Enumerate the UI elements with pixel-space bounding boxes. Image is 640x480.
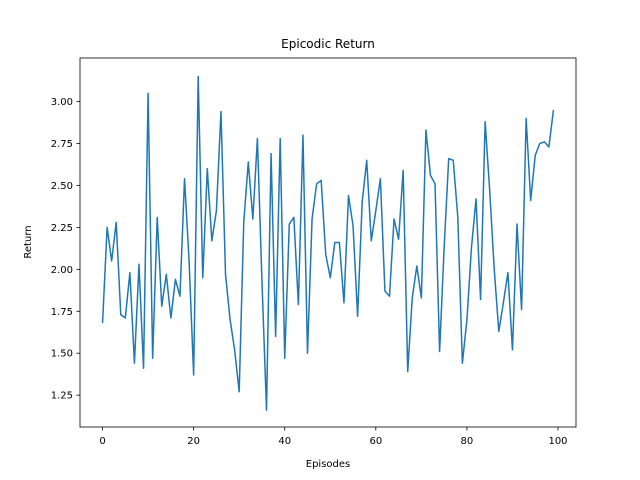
x-axis-ticks: 0 20 40 60 80 100 <box>99 427 568 447</box>
chart-title: Epicodic Return <box>281 37 375 51</box>
x-tick-label: 80 <box>461 436 474 447</box>
x-tick-label: 20 <box>187 436 200 447</box>
plot-area <box>79 57 577 428</box>
x-tick-label: 0 <box>99 436 105 447</box>
y-tick-label: 3.00 <box>51 97 73 108</box>
y-axis-label: Return <box>23 225 34 258</box>
y-tick-label: 1.75 <box>51 307 73 318</box>
y-tick-label: 2.50 <box>51 181 73 192</box>
x-tick-label: 100 <box>548 436 567 447</box>
y-axis-ticks: 1.25 1.50 1.75 2.00 2.25 2.50 2.75 3.00 <box>51 97 80 402</box>
x-axis-label: Episodes <box>306 459 350 470</box>
y-tick-label: 2.75 <box>51 139 73 150</box>
y-tick-label: 2.00 <box>51 265 73 276</box>
y-tick-label: 1.50 <box>51 349 73 360</box>
y-tick-label: 1.25 <box>51 391 73 402</box>
x-tick-label: 60 <box>369 436 382 447</box>
series-line-return <box>101 75 555 411</box>
x-tick-label: 40 <box>278 436 291 447</box>
y-tick-label: 2.25 <box>51 223 73 234</box>
plot-frame <box>79 57 577 428</box>
